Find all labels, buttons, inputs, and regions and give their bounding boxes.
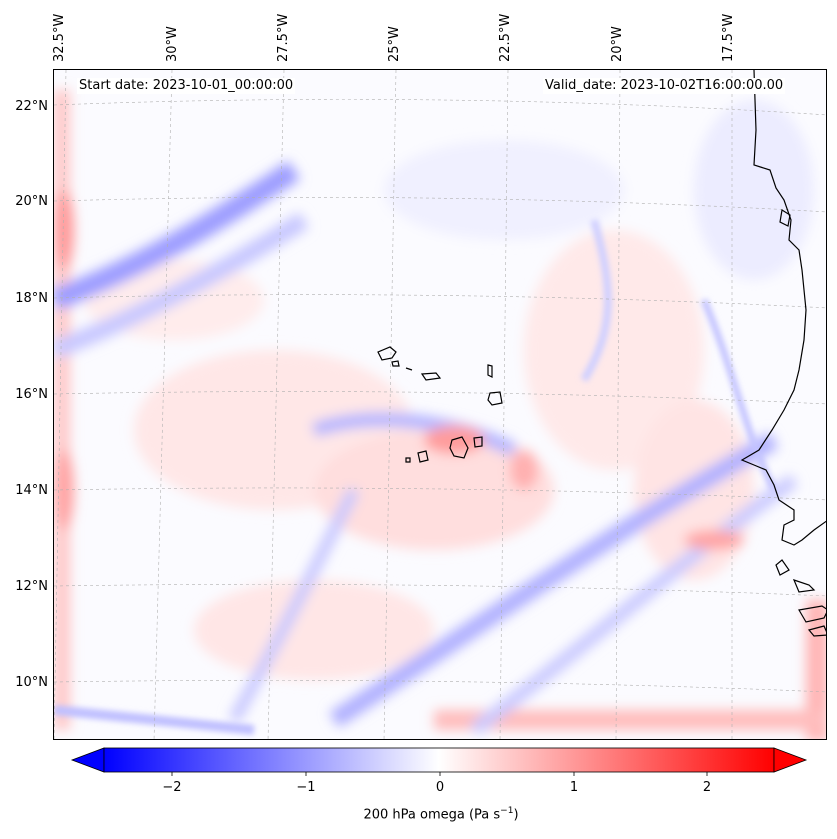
lon-label-25W: 25°W: [387, 26, 402, 62]
omega-small-features: [54, 218, 778, 735]
gridlines: [54, 70, 826, 739]
lon-label-22.5W: 22.5°W: [498, 13, 513, 62]
lon-label-20W: 20°W: [610, 26, 625, 62]
colorbar-label: 200 hPa omega (Pa s−1): [300, 806, 582, 822]
colorbar-tick-neg2: −2: [162, 780, 182, 795]
lon-label-17.5W: 17.5°W: [721, 13, 736, 62]
colorbar-max-extend: [773, 747, 808, 773]
lat-label-20N: 20°N: [15, 194, 48, 209]
colorbar-label-exponent: −1: [500, 806, 514, 816]
start-date-label: Start date: 2023-10-01_00:00:00: [77, 78, 296, 94]
lon-label-27.5W: 27.5°W: [276, 13, 291, 62]
lat-label-18N: 18°N: [15, 291, 48, 306]
lat-label-12N: 12°N: [15, 579, 48, 594]
lon-label-32.5W: 32.5°W: [52, 13, 67, 62]
valid-date-label: Valid_date: 2023-10-02T16:00:00.00: [543, 78, 786, 94]
colorbar-tick-2: 2: [702, 780, 712, 795]
colorbar-gradient: [103, 747, 775, 773]
lat-label-10N: 10°N: [15, 675, 48, 690]
colorbar-min-extend: [70, 747, 105, 773]
omega-field-map: [54, 70, 826, 739]
lon-label-30W: 30°W: [165, 26, 180, 62]
lat-label-14N: 14°N: [15, 483, 48, 498]
lat-label-22N: 22°N: [15, 99, 48, 114]
lat-label-16N: 16°N: [15, 387, 48, 402]
cape-verde-islands: [377, 346, 503, 463]
colorbar-label-tail: ): [513, 807, 519, 823]
colorbar-tick-marks: [171, 772, 708, 776]
colorbar-tick-0: 0: [435, 780, 445, 795]
colorbar-label-main: 200 hPa omega (Pa s: [363, 807, 501, 823]
map-panel: [53, 69, 827, 740]
colorbar-tick-neg1: −1: [296, 780, 316, 795]
coastline-africa: [740, 70, 826, 637]
omega-field-pattern: [54, 90, 826, 739]
colorbar-tick-1: 1: [569, 780, 579, 795]
